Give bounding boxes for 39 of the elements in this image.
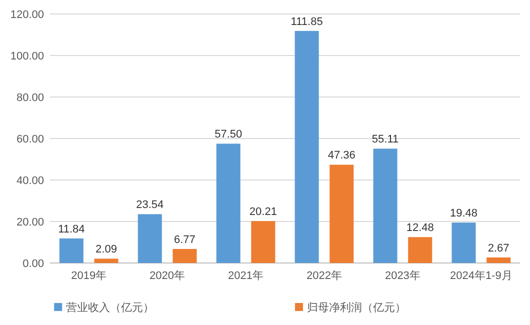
x-tick-label: 2024年1-9月 — [450, 270, 512, 282]
bar — [486, 257, 511, 263]
y-tick-label: 80.00 — [16, 92, 44, 104]
bar — [330, 164, 354, 263]
data-label: 55.11 — [372, 134, 399, 146]
data-label: 57.50 — [214, 128, 242, 141]
y-tick-label: 100.00 — [10, 50, 44, 62]
bar — [138, 214, 162, 263]
y-tick-label: 60.00 — [16, 133, 44, 146]
bar — [216, 144, 240, 263]
data-label: 11.84 — [58, 223, 85, 236]
legend-label: 营业收入（亿元） — [66, 301, 154, 314]
legend-label: 归母净利润（亿元） — [307, 301, 406, 314]
data-label: 2.67 — [488, 242, 510, 254]
bar — [452, 222, 476, 263]
data-label: 111.85 — [290, 16, 323, 28]
data-label: 2.09 — [96, 244, 117, 256]
y-tick-label: 20.00 — [16, 216, 44, 228]
bar — [373, 148, 398, 263]
data-label: 47.36 — [328, 150, 356, 162]
bar — [251, 221, 276, 263]
data-label: 12.48 — [406, 222, 434, 234]
data-label: 6.77 — [174, 234, 196, 246]
x-tick-label: 2020年 — [150, 270, 186, 282]
bar — [172, 248, 197, 263]
x-tick-label: 2021年 — [228, 270, 264, 282]
bar — [94, 258, 118, 263]
x-tick-label: 2023年 — [384, 270, 420, 282]
data-label: 20.21 — [249, 206, 277, 218]
y-tick-label: 0.00 — [22, 258, 44, 270]
x-tick-label: 2022年 — [306, 270, 342, 282]
data-label: 19.48 — [450, 208, 478, 220]
y-tick-label: 40.00 — [16, 174, 44, 187]
bar — [408, 237, 432, 263]
y-tick-label: 120.00 — [10, 8, 44, 21]
x-tick-label: 2019年 — [71, 270, 107, 282]
bar — [294, 30, 319, 263]
data-label: 23.54 — [136, 199, 164, 212]
bar — [59, 238, 84, 263]
